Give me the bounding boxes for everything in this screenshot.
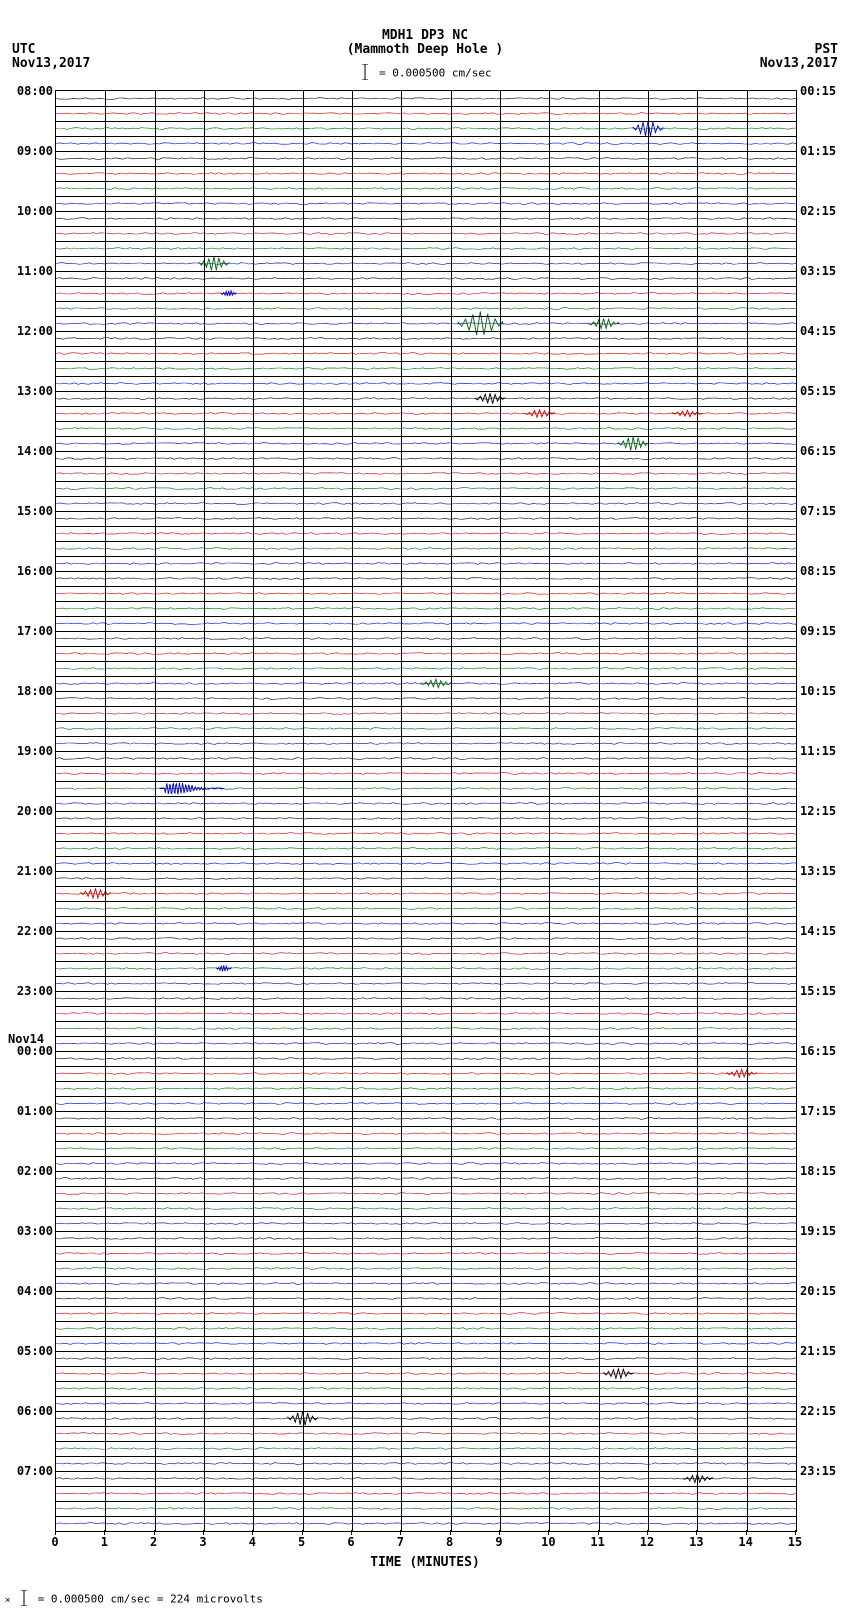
pst-tick: 03:15: [800, 264, 845, 278]
pst-label: PST: [815, 42, 838, 57]
scale-text: = 0.000500 cm/sec: [379, 67, 492, 80]
utc-tick: 13:00: [8, 384, 53, 398]
pst-tick: 09:15: [800, 624, 845, 638]
utc-tick: 11:00: [8, 264, 53, 278]
xaxis-tick: 3: [188, 1535, 218, 1549]
utc-tick: 08:00: [8, 84, 53, 98]
pst-tick: 01:15: [800, 144, 845, 158]
pst-date: Nov13,2017: [760, 56, 838, 71]
xaxis-tick: 13: [681, 1535, 711, 1549]
xaxis-tick: 0: [40, 1535, 70, 1549]
pst-tick: 15:15: [800, 984, 845, 998]
utc-tick: 00:00: [8, 1044, 53, 1058]
pst-tick: 14:15: [800, 924, 845, 938]
pst-tick: 20:15: [800, 1284, 845, 1298]
utc-tick: 14:00: [8, 444, 53, 458]
utc-date: Nov13,2017: [12, 56, 90, 71]
utc-tick: 16:00: [8, 564, 53, 578]
utc-tick: 07:00: [8, 1464, 53, 1478]
utc-tick: 12:00: [8, 324, 53, 338]
utc-tick: 20:00: [8, 804, 53, 818]
xaxis-tick: 6: [336, 1535, 366, 1549]
scale-indicator: = 0.000500 cm/sec: [0, 64, 850, 83]
pst-tick: 23:15: [800, 1464, 845, 1478]
station-name: (Mammoth Deep Hole ): [0, 42, 850, 57]
utc-tick: 22:00: [8, 924, 53, 938]
pst-tick: 17:15: [800, 1104, 845, 1118]
xaxis-tick: 10: [533, 1535, 563, 1549]
utc-tick: 15:00: [8, 504, 53, 518]
pst-tick: 22:15: [800, 1404, 845, 1418]
utc-tick: 17:00: [8, 624, 53, 638]
utc-tick: 19:00: [8, 744, 53, 758]
xaxis-tick: 7: [385, 1535, 415, 1549]
xaxis-label: TIME (MINUTES): [0, 1555, 850, 1570]
utc-tick: 10:00: [8, 204, 53, 218]
utc-tick: 05:00: [8, 1344, 53, 1358]
utc-tick: 04:00: [8, 1284, 53, 1298]
plot-area: [55, 90, 797, 1532]
seismogram-container: MDH1 DP3 NC (Mammoth Deep Hole ) = 0.000…: [0, 0, 850, 1613]
xaxis-tick: 12: [632, 1535, 662, 1549]
pst-tick: 04:15: [800, 324, 845, 338]
xaxis-tick: 2: [139, 1535, 169, 1549]
xaxis-tick: 9: [484, 1535, 514, 1549]
utc-tick: 23:00: [8, 984, 53, 998]
xaxis-tick: 5: [287, 1535, 317, 1549]
xaxis-tick: 4: [237, 1535, 267, 1549]
pst-tick: 11:15: [800, 744, 845, 758]
utc-tick: 06:00: [8, 1404, 53, 1418]
station-code: MDH1 DP3 NC: [0, 28, 850, 43]
xaxis-tick: 1: [89, 1535, 119, 1549]
utc-tick: 18:00: [8, 684, 53, 698]
pst-tick: 18:15: [800, 1164, 845, 1178]
pst-tick: 05:15: [800, 384, 845, 398]
pst-tick: 12:15: [800, 804, 845, 818]
utc-tick: 03:00: [8, 1224, 53, 1238]
pst-tick: 06:15: [800, 444, 845, 458]
footer-scale: ✕ = 0.000500 cm/sec = 224 microvolts: [5, 1590, 263, 1609]
pst-tick: 10:15: [800, 684, 845, 698]
utc-label: UTC: [12, 42, 35, 57]
pst-tick: 13:15: [800, 864, 845, 878]
pst-tick: 16:15: [800, 1044, 845, 1058]
xaxis-tick: 11: [583, 1535, 613, 1549]
pst-tick: 02:15: [800, 204, 845, 218]
xaxis-tick: 8: [435, 1535, 465, 1549]
pst-tick: 08:15: [800, 564, 845, 578]
utc-tick: 01:00: [8, 1104, 53, 1118]
utc-tick: 21:00: [8, 864, 53, 878]
utc-tick: 09:00: [8, 144, 53, 158]
pst-tick: 19:15: [800, 1224, 845, 1238]
xaxis-tick: 15: [780, 1535, 810, 1549]
pst-tick: 21:15: [800, 1344, 845, 1358]
xaxis-tick: 14: [731, 1535, 761, 1549]
utc-tick: 02:00: [8, 1164, 53, 1178]
footer-text: = 0.000500 cm/sec = 224 microvolts: [38, 1593, 263, 1606]
pst-tick: 07:15: [800, 504, 845, 518]
pst-tick: 00:15: [800, 84, 845, 98]
